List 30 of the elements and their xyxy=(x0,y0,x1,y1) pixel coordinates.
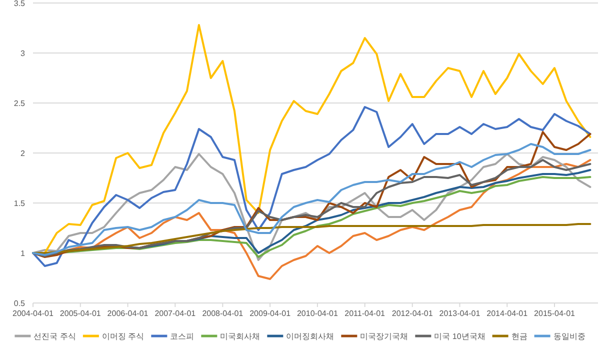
x-tick-label: 2014-04-01 xyxy=(486,309,528,318)
legend-label: 선진국 주식 xyxy=(34,332,76,341)
x-tick-label: 2010-04-01 xyxy=(296,309,338,318)
legend-label: 동일비중 xyxy=(553,332,586,341)
legend-label: 현금 xyxy=(511,332,528,341)
x-tick-label: 2006-04-01 xyxy=(107,309,149,318)
legend-label: 이머징회사채 xyxy=(286,332,334,341)
legend-label: 미국 10년국채 xyxy=(434,332,486,341)
line-series xyxy=(32,106,592,267)
x-tick-label: 2007-04-01 xyxy=(154,309,196,318)
y-tick-label: 2 xyxy=(20,149,26,158)
y-tick-label: 0.5 xyxy=(14,299,26,308)
legend-label: 미국장기국채 xyxy=(360,332,408,341)
y-tick-label: 3.5 xyxy=(14,0,26,8)
x-tick-label: 2015-04-01 xyxy=(534,309,576,318)
legend-label: 미국회사채 xyxy=(220,332,260,341)
x-tick-label: 2012-04-01 xyxy=(392,309,434,318)
x-tick-label: 2004-04-01 xyxy=(12,309,54,318)
x-tick-label: 2013-04-01 xyxy=(439,309,481,318)
legend-label: 이머징 주식 xyxy=(102,332,144,341)
y-tick-label: 2.5 xyxy=(14,99,26,108)
y-tick-label: 1.5 xyxy=(14,199,26,208)
x-tick-label: 2009-04-01 xyxy=(250,309,292,318)
y-tick-label: 1 xyxy=(20,249,26,258)
x-tick-label: 2008-04-01 xyxy=(202,309,244,318)
legend-label: 코스피 xyxy=(170,332,194,341)
x-tick-label: 2011-04-01 xyxy=(344,309,386,318)
line-series xyxy=(32,223,592,254)
x-tick-label: 2005-04-01 xyxy=(60,309,102,318)
y-tick-label: 3 xyxy=(20,49,26,58)
